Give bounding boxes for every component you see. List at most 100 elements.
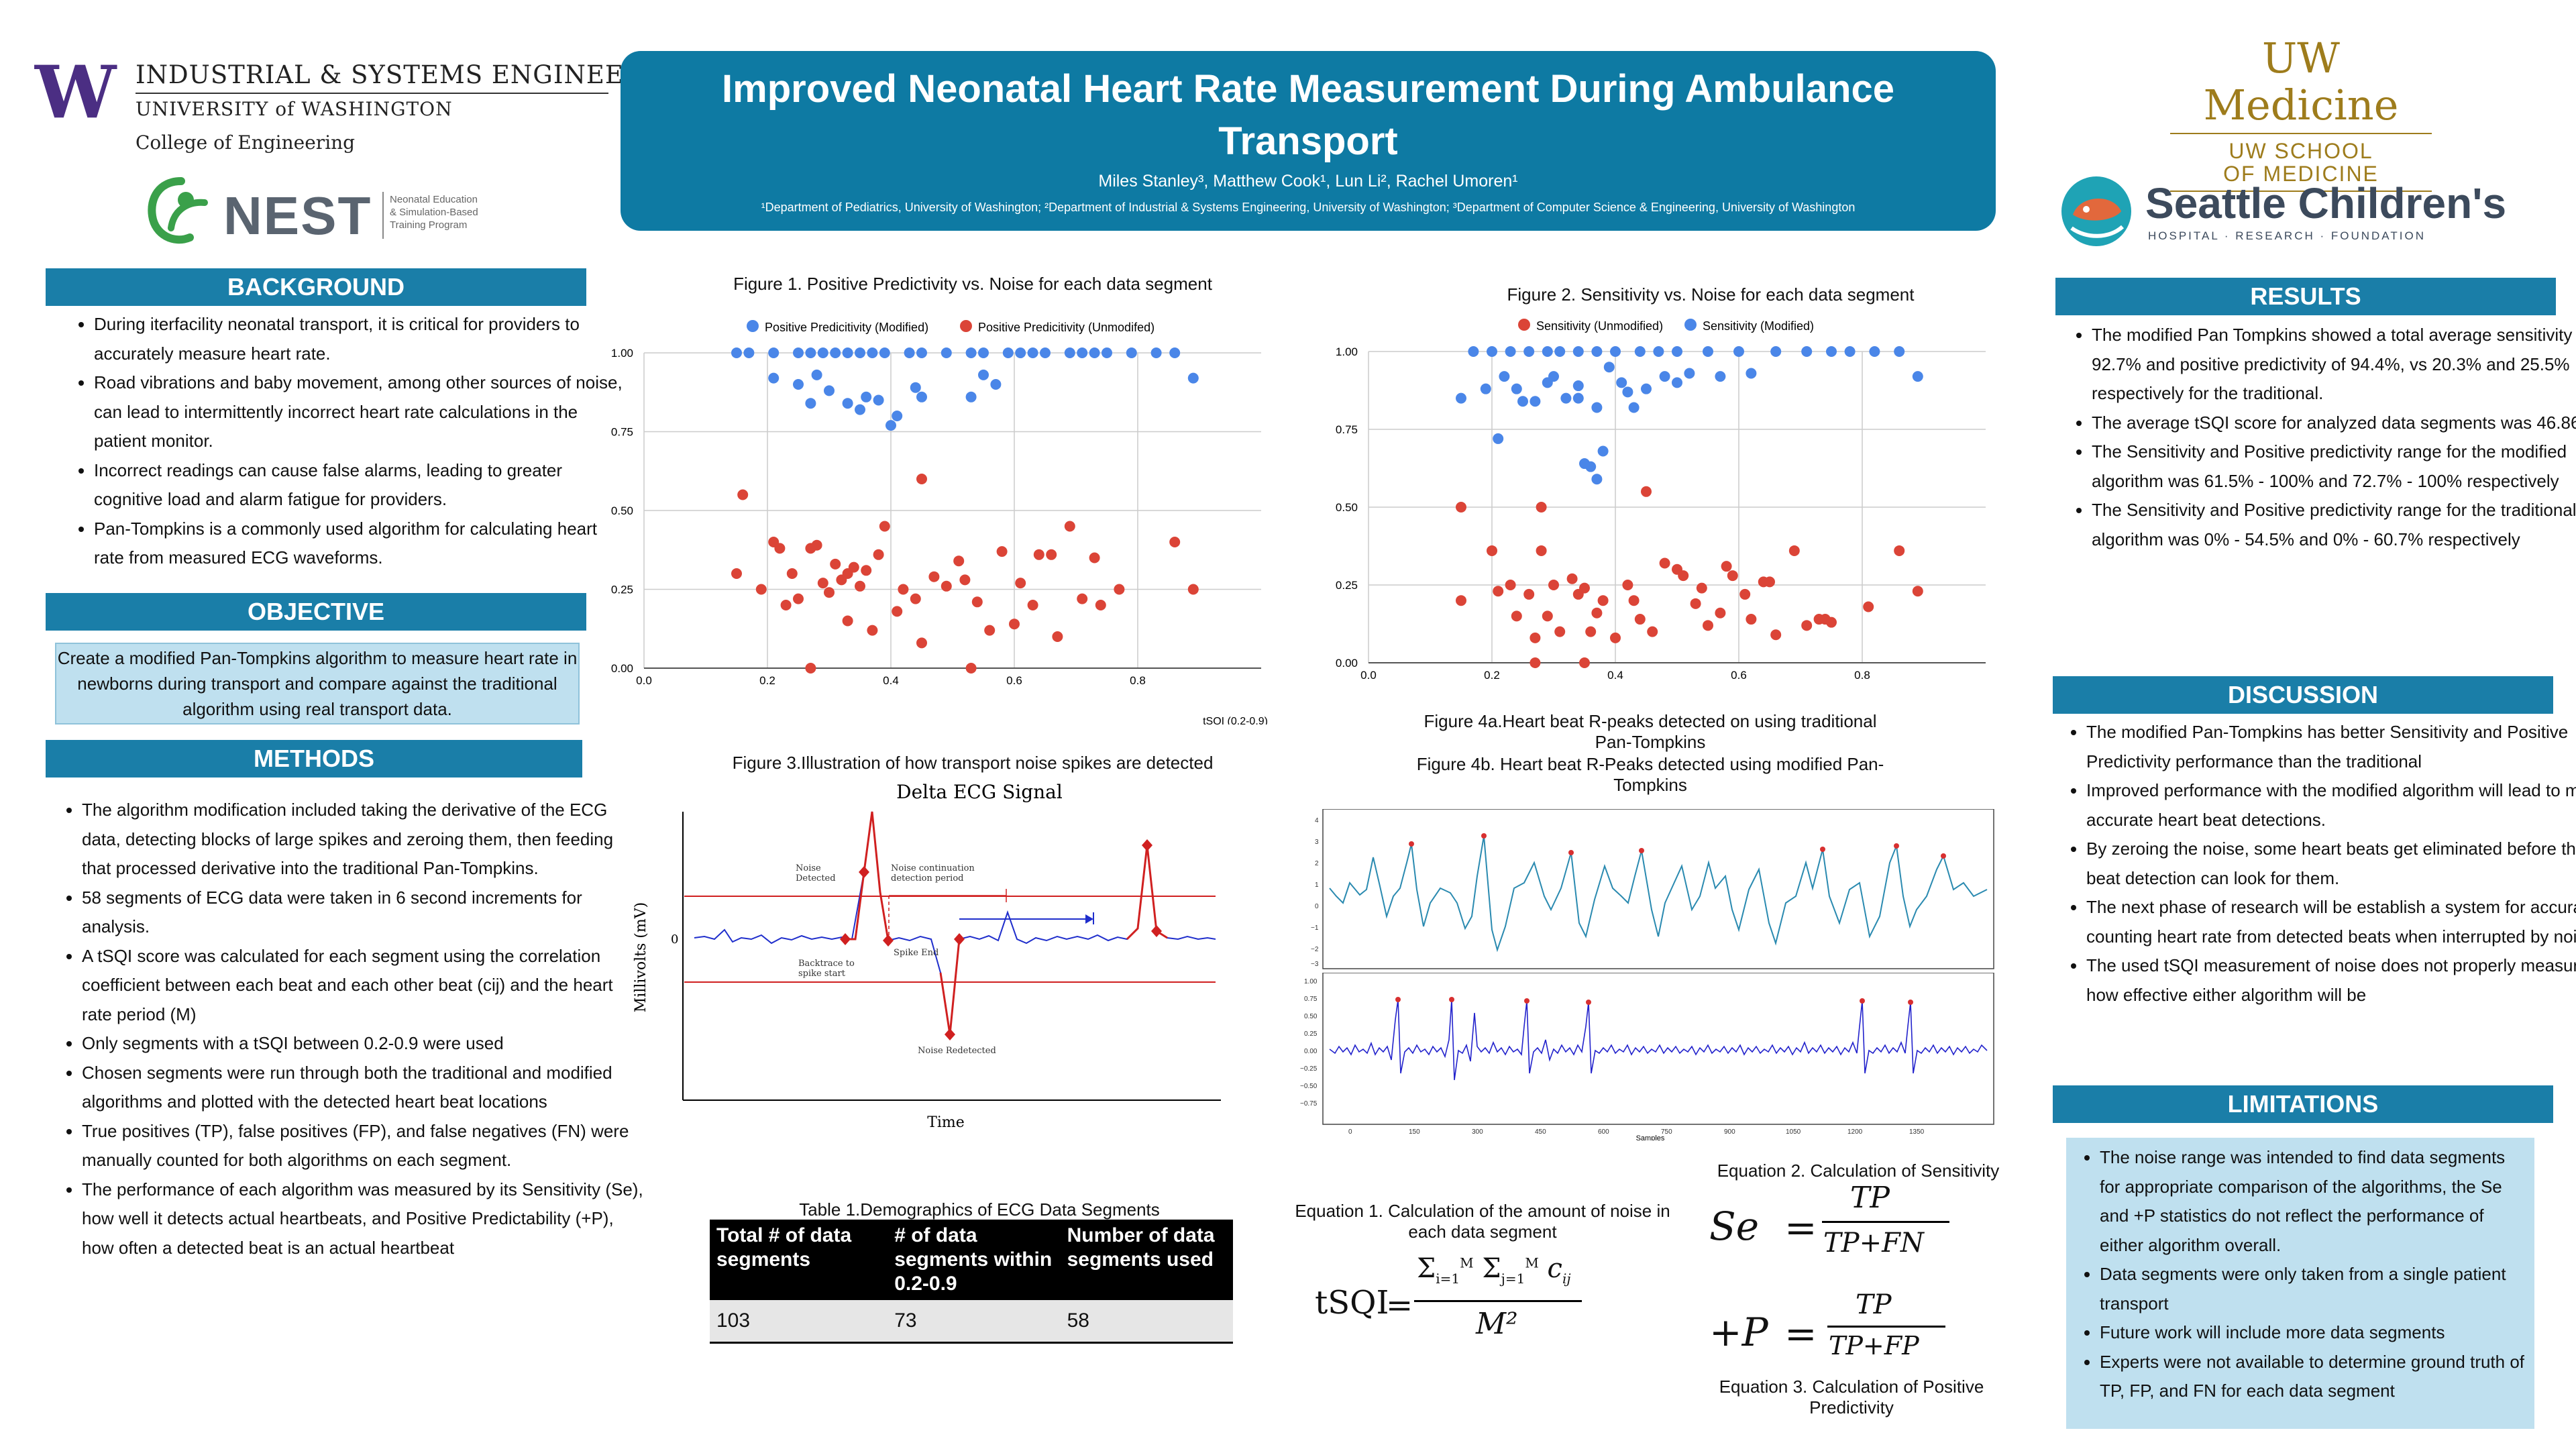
list-item: The algorithm modification included taki…	[82, 796, 644, 883]
data-point	[1529, 396, 1541, 407]
data-point	[1480, 383, 1491, 394]
x-tick-label: 0.0	[1360, 669, 1377, 682]
data-point	[965, 391, 977, 402]
list-item: The used tSQI measurement of noise does …	[2086, 951, 2576, 1010]
data-point	[1690, 598, 1701, 609]
data-point	[768, 347, 780, 358]
data-point	[1869, 346, 1880, 357]
sensitivity-equation: Se = TP TP+FN	[1709, 1181, 2011, 1268]
data-point	[1727, 570, 1738, 582]
data-point	[1684, 368, 1695, 379]
pp-denominator: TP+FP	[1829, 1331, 1919, 1360]
data-point	[774, 543, 786, 554]
data-point	[916, 637, 927, 649]
objective-box: Create a modified Pan-Tompkins algorithm…	[55, 643, 580, 724]
data-point	[768, 372, 780, 384]
pp-numerator: TP	[1856, 1289, 1892, 1320]
data-point	[848, 561, 859, 573]
data-point	[1548, 580, 1559, 590]
seattle-childrens-name: Seattle Children's	[2145, 179, 2507, 227]
fig1-legend: Positive Predicitivity (Modified) Positi…	[747, 320, 1155, 334]
uw-college: College of Engineering	[136, 131, 356, 154]
fig3-noise-detected: Noise Detected	[796, 863, 836, 883]
data-point	[1826, 346, 1837, 357]
x-tick-label: 0.4	[1607, 669, 1623, 682]
list-item: The next phase of research will be estab…	[2086, 893, 2576, 951]
data-point	[842, 615, 853, 627]
data-point	[1634, 346, 1646, 357]
data-point	[978, 369, 989, 380]
fig3-zero: 0	[671, 932, 678, 947]
data-point	[786, 568, 798, 579]
x-tick-label: 0.2	[759, 674, 775, 687]
data-point	[1169, 537, 1181, 547]
y-tick-label: 1.00	[1336, 345, 1358, 358]
list-item: Improved performance with the modified a…	[2086, 776, 2576, 835]
data-point	[1616, 377, 1627, 388]
data-point	[1788, 545, 1800, 556]
data-point	[1622, 580, 1633, 590]
pp-symbol: +P	[1709, 1309, 1768, 1355]
data-point	[916, 474, 927, 484]
data-point	[861, 565, 872, 576]
x-tick-label: 0.6	[1731, 669, 1747, 682]
data-point	[1150, 347, 1162, 358]
fig2-caption: Figure 2. Sensitivity vs. Noise for each…	[1507, 284, 1915, 305]
affiliations: ¹Department of Pediatrics, University of…	[761, 201, 1856, 214]
background-list: During iterfacility neonatal transport, …	[47, 310, 624, 573]
list-item: Only segments with a tSQI between 0.2-0.…	[82, 1029, 644, 1059]
fig4b-ecg-plot: 1.00 0.75 0.50 0.25 0.00 −0.25 −0.50 −0.75 0 15…	[1300, 973, 1994, 1140]
data-point	[1027, 600, 1038, 610]
fig2-chart: Sensitivity (Unmodified) Sensitivity (Mo…	[1336, 319, 1986, 682]
data-point	[1046, 549, 1057, 560]
svg-text:750: 750	[1661, 1128, 1672, 1136]
data-point	[1591, 346, 1603, 357]
svg-text:0.50: 0.50	[1304, 1013, 1318, 1020]
fig4a-caption: Figure 4a.Heart beat R-peaks detected on…	[1424, 711, 1877, 752]
data-point	[965, 347, 977, 358]
se-symbol: Se	[1709, 1203, 1760, 1249]
data-point	[731, 347, 742, 358]
data-point	[755, 584, 767, 595]
data-point	[1077, 593, 1088, 604]
data-point	[1572, 346, 1584, 357]
data-point	[842, 347, 853, 358]
data-point	[1015, 347, 1026, 358]
nest-logo: NEST Neonatal Education & Simulation-Bas…	[144, 176, 520, 256]
data-point	[1542, 346, 1553, 357]
tsqi-equation: tSQI = Σi=1M Σj=1M cij M²	[1315, 1248, 1597, 1355]
methods-list: The algorithm modification included taki…	[35, 796, 644, 1263]
fig4b-caption: Figure 4b. Heart beat R-Peaks detected u…	[1416, 754, 1884, 795]
data-point	[1770, 346, 1782, 357]
data-point	[1641, 486, 1652, 497]
svg-text:1050: 1050	[1786, 1128, 1801, 1136]
data-point	[1572, 380, 1584, 392]
eq3-caption: Equation 3. Calculation of Positive Pred…	[1719, 1377, 1984, 1417]
list-item: The Sensitivity and Positive predictivit…	[2092, 437, 2576, 496]
data-point	[1764, 576, 1775, 588]
data-point	[1511, 610, 1522, 622]
authors: Miles Stanley³, Matthew Cook¹, Lun Li², …	[1098, 172, 1518, 191]
data-point	[1015, 578, 1026, 589]
data-point	[1678, 570, 1689, 582]
list-item: Data segments were only taken from a sin…	[2100, 1260, 2528, 1318]
list-item: 58 segments of ECG data were taken in 6 …	[82, 883, 644, 942]
data-point	[1703, 346, 1713, 357]
svg-text:3: 3	[1315, 839, 1319, 846]
svg-text:−0.75: −0.75	[1300, 1100, 1318, 1108]
results-header: RESULTS	[2055, 278, 2556, 315]
data-point	[1523, 346, 1535, 357]
data-point	[1517, 396, 1528, 407]
fig4a-ecg-plot: 4 3 2 1 0 −1 −2 −3	[1311, 809, 1994, 969]
list-item: During iterfacility neonatal transport, …	[94, 310, 624, 368]
tsqi-denominator: M²	[1476, 1307, 1518, 1341]
data-point	[1647, 626, 1658, 637]
table-cell: 58	[1060, 1300, 1233, 1344]
svg-text:0: 0	[1315, 903, 1319, 910]
data-point	[873, 549, 884, 560]
data-point	[867, 347, 878, 358]
data-point	[1040, 347, 1051, 358]
svg-text:450: 450	[1535, 1128, 1546, 1136]
data-point	[1536, 545, 1547, 556]
legend-modified: Positive Predicitivity (Modified)	[765, 321, 928, 334]
